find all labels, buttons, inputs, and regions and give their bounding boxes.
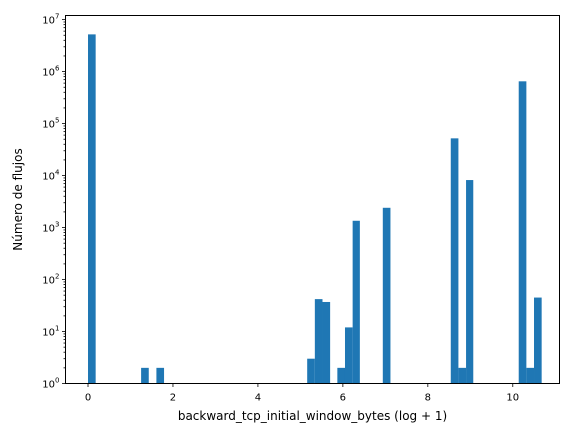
x-tick-label: 0 xyxy=(85,393,91,404)
x-axis-label: backward_tcp_initial_window_bytes (log +… xyxy=(178,409,447,423)
y-tick-label-exponent: 5 xyxy=(55,117,59,125)
y-tick-label-base: 10 xyxy=(42,380,55,391)
x-tick-label: 2 xyxy=(170,393,176,404)
y-tick-label-exponent: 4 xyxy=(55,169,60,177)
y-tick-label-exponent: 6 xyxy=(55,65,60,73)
x-tick-label: 4 xyxy=(255,393,261,404)
y-tick-label-exponent: 7 xyxy=(55,13,59,21)
y-tick-label-base: 10 xyxy=(42,328,55,339)
x-tick-label: 10 xyxy=(506,393,519,404)
histogram-bar-4 xyxy=(315,299,323,383)
histogram-bar-11 xyxy=(458,368,466,384)
histogram-bar-9 xyxy=(383,208,391,384)
y-tick-label-base: 10 xyxy=(42,120,55,131)
histogram-bar-15 xyxy=(534,298,542,384)
histogram-bar-0 xyxy=(88,34,96,383)
y-tick-label-exponent: 3 xyxy=(55,221,59,229)
histogram-bar-1 xyxy=(141,368,149,384)
histogram-bar-2 xyxy=(156,368,164,384)
y-tick-label-base: 10 xyxy=(42,224,55,235)
x-tick-label: 6 xyxy=(340,393,346,404)
histogram-bar-13 xyxy=(519,81,527,383)
histogram-bar-12 xyxy=(466,180,473,383)
histogram-bar-8 xyxy=(353,221,360,384)
y-tick-label-base: 10 xyxy=(42,16,55,27)
histogram-bar-3 xyxy=(307,359,315,384)
histogram-bar-5 xyxy=(322,302,330,384)
x-tick-label: 8 xyxy=(425,393,431,404)
y-tick-label-exponent: 2 xyxy=(55,273,59,281)
y-axis-label: Número de flujos xyxy=(11,148,25,250)
y-tick-label-base: 10 xyxy=(42,172,55,183)
histogram-bar-14 xyxy=(526,368,534,384)
y-tick-label-base: 10 xyxy=(42,276,55,287)
y-tick-label-exponent: 0 xyxy=(55,377,59,385)
histogram-bar-7 xyxy=(345,327,353,383)
y-tick-label-exponent: 1 xyxy=(55,325,59,333)
histogram-bar-10 xyxy=(451,138,459,383)
y-tick-label-base: 10 xyxy=(42,68,55,79)
histogram-bar-6 xyxy=(337,368,345,384)
